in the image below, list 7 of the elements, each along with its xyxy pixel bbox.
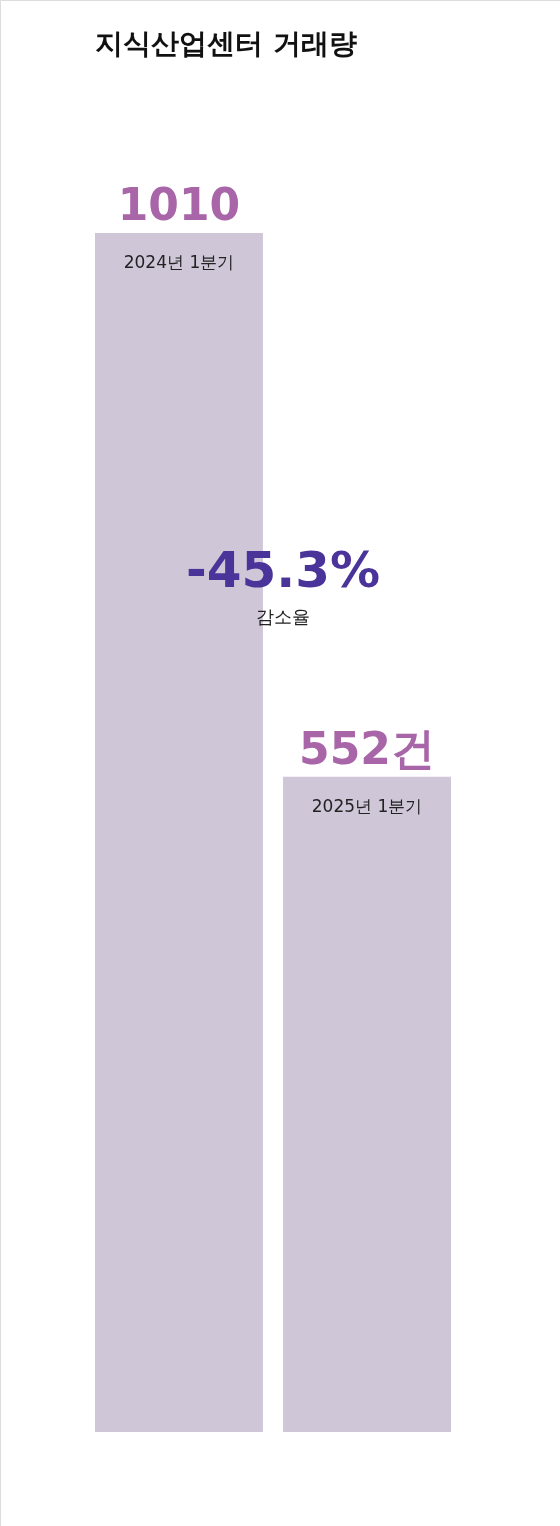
data-label: 552건 bbox=[299, 722, 435, 774]
x-tick-label: 2025년 1분기 bbox=[311, 795, 423, 816]
data-label: 1010 bbox=[117, 179, 241, 230]
annotation: 감소율 bbox=[256, 606, 310, 627]
x-tick-label: 2024년 1분기 bbox=[123, 252, 235, 272]
annotation: -45.3% bbox=[185, 541, 381, 599]
chart-title: 지식산업센터 거래량 bbox=[95, 27, 357, 60]
